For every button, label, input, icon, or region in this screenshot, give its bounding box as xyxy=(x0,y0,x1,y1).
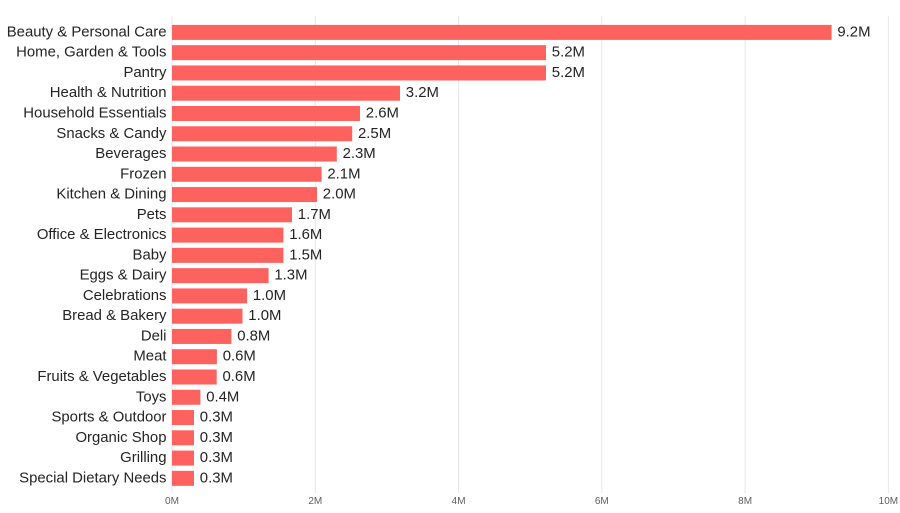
svg-text:0.3M: 0.3M xyxy=(200,410,233,426)
svg-text:Grilling: Grilling xyxy=(120,450,166,466)
svg-text:2.6M: 2.6M xyxy=(366,105,399,121)
svg-text:2.3M: 2.3M xyxy=(343,146,376,162)
svg-text:Celebrations: Celebrations xyxy=(83,288,167,304)
svg-text:0.4M: 0.4M xyxy=(206,389,239,405)
svg-text:Baby: Baby xyxy=(133,247,167,263)
svg-text:Bread & Bakery: Bread & Bakery xyxy=(62,308,167,324)
svg-text:Frozen: Frozen xyxy=(120,166,166,182)
svg-text:1.0M: 1.0M xyxy=(248,308,281,324)
svg-text:Deli: Deli xyxy=(141,328,167,344)
svg-text:0.8M: 0.8M xyxy=(237,328,270,344)
svg-text:0.3M: 0.3M xyxy=(200,450,233,466)
svg-text:0.6M: 0.6M xyxy=(223,349,256,365)
svg-text:2.1M: 2.1M xyxy=(327,166,360,182)
svg-text:2M: 2M xyxy=(308,496,322,507)
svg-text:Pantry: Pantry xyxy=(123,65,167,81)
svg-text:8M: 8M xyxy=(738,496,752,507)
svg-text:3.2M: 3.2M xyxy=(406,85,439,101)
svg-text:5.2M: 5.2M xyxy=(552,45,585,61)
svg-text:Snacks & Candy: Snacks & Candy xyxy=(56,126,167,142)
svg-text:Household Essentials: Household Essentials xyxy=(23,105,166,121)
svg-text:9.2M: 9.2M xyxy=(837,24,870,40)
svg-text:Organic Shop: Organic Shop xyxy=(75,430,166,446)
svg-text:2.5M: 2.5M xyxy=(358,126,391,142)
svg-text:1.5M: 1.5M xyxy=(289,247,322,263)
svg-text:Pets: Pets xyxy=(137,207,167,223)
svg-text:0.3M: 0.3M xyxy=(200,430,233,446)
svg-text:0.6M: 0.6M xyxy=(223,369,256,385)
svg-text:0.3M: 0.3M xyxy=(200,470,233,486)
svg-text:1.7M: 1.7M xyxy=(298,207,331,223)
svg-text:Toys: Toys xyxy=(136,389,167,405)
svg-text:5.2M: 5.2M xyxy=(552,65,585,81)
svg-text:Sports & Outdoor: Sports & Outdoor xyxy=(51,410,166,426)
svg-text:1.0M: 1.0M xyxy=(253,288,286,304)
svg-text:Special Dietary Needs: Special Dietary Needs xyxy=(19,470,166,486)
svg-text:Eggs & Dairy: Eggs & Dairy xyxy=(80,268,167,284)
svg-text:Home, Garden & Tools: Home, Garden & Tools xyxy=(16,45,166,61)
svg-text:4M: 4M xyxy=(452,496,466,507)
svg-text:Health & Nutrition: Health & Nutrition xyxy=(50,85,167,101)
svg-text:Meat: Meat xyxy=(133,349,167,365)
svg-text:0M: 0M xyxy=(165,496,179,507)
svg-text:1.6M: 1.6M xyxy=(289,227,322,243)
svg-text:Beverages: Beverages xyxy=(95,146,166,162)
svg-text:Office & Electronics: Office & Electronics xyxy=(37,227,167,243)
svg-text:Fruits & Vegetables: Fruits & Vegetables xyxy=(37,369,166,385)
svg-text:1.3M: 1.3M xyxy=(274,268,307,284)
svg-text:Beauty & Personal Care: Beauty & Personal Care xyxy=(7,24,167,40)
svg-text:10M: 10M xyxy=(879,496,898,507)
svg-text:2.0M: 2.0M xyxy=(323,187,356,203)
svg-text:Kitchen & Dining: Kitchen & Dining xyxy=(56,187,166,203)
svg-text:6M: 6M xyxy=(595,496,609,507)
